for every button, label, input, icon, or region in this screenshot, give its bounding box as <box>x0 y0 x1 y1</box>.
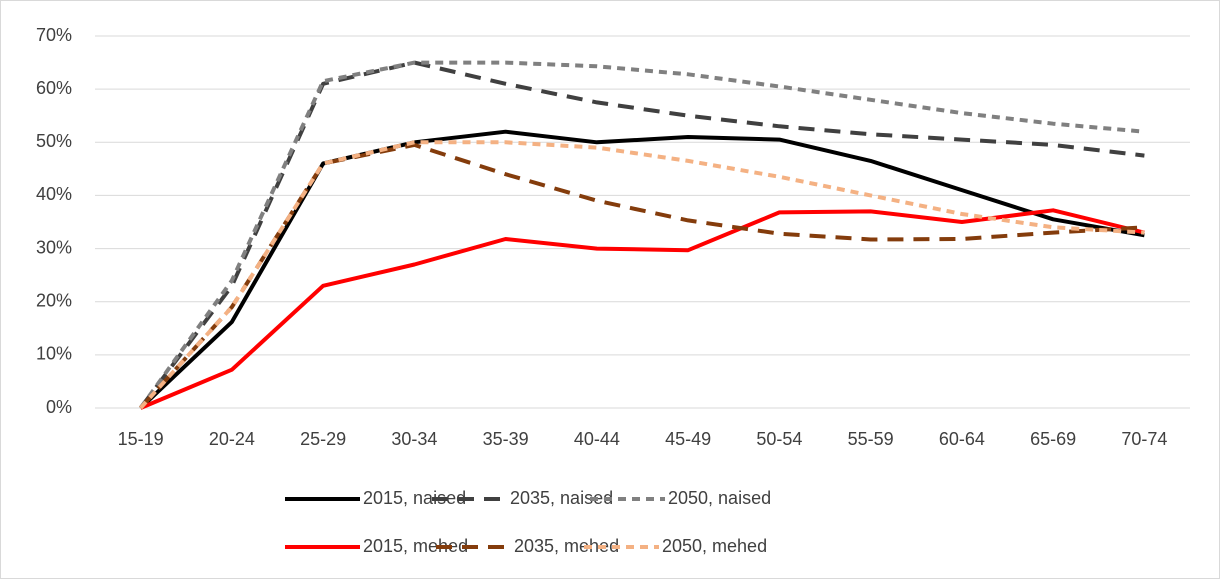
legend-label: 2050, naised <box>668 488 771 508</box>
x-tick-label: 30-34 <box>391 429 437 449</box>
series-line <box>138 60 1145 410</box>
legend-label: 2050, mehed <box>662 536 767 556</box>
y-tick-label: 50% <box>36 131 72 151</box>
y-tick-label: 40% <box>36 184 72 204</box>
legend-label: 2015, mehed <box>363 536 468 556</box>
x-tick-label: 25-29 <box>300 429 346 449</box>
x-tick-label: 70-74 <box>1121 429 1167 449</box>
x-tick-label: 35-39 <box>483 429 529 449</box>
y-tick-label: 70% <box>36 25 72 45</box>
x-tick-label: 20-24 <box>209 429 255 449</box>
x-tick-label: 45-49 <box>665 429 711 449</box>
x-tick-label: 65-69 <box>1030 429 1076 449</box>
series-line <box>139 140 1145 410</box>
series-line <box>139 208 1145 410</box>
legend-label: 2015, naised <box>363 488 466 508</box>
y-tick-label: 60% <box>36 78 72 98</box>
x-tick-label: 55-59 <box>848 429 894 449</box>
legend-label: 2035, naised <box>510 488 613 508</box>
y-tick-label: 0% <box>46 397 72 417</box>
y-tick-label: 20% <box>36 290 72 310</box>
x-tick-label: 50-54 <box>756 429 802 449</box>
y-tick-label: 30% <box>36 237 72 257</box>
x-tick-label: 40-44 <box>574 429 620 449</box>
series-line <box>139 142 1145 410</box>
legend-label: 2035, mehed <box>514 536 619 556</box>
y-tick-label: 10% <box>36 344 72 364</box>
x-tick-label: 15-19 <box>118 429 164 449</box>
x-tick-label: 60-64 <box>939 429 985 449</box>
